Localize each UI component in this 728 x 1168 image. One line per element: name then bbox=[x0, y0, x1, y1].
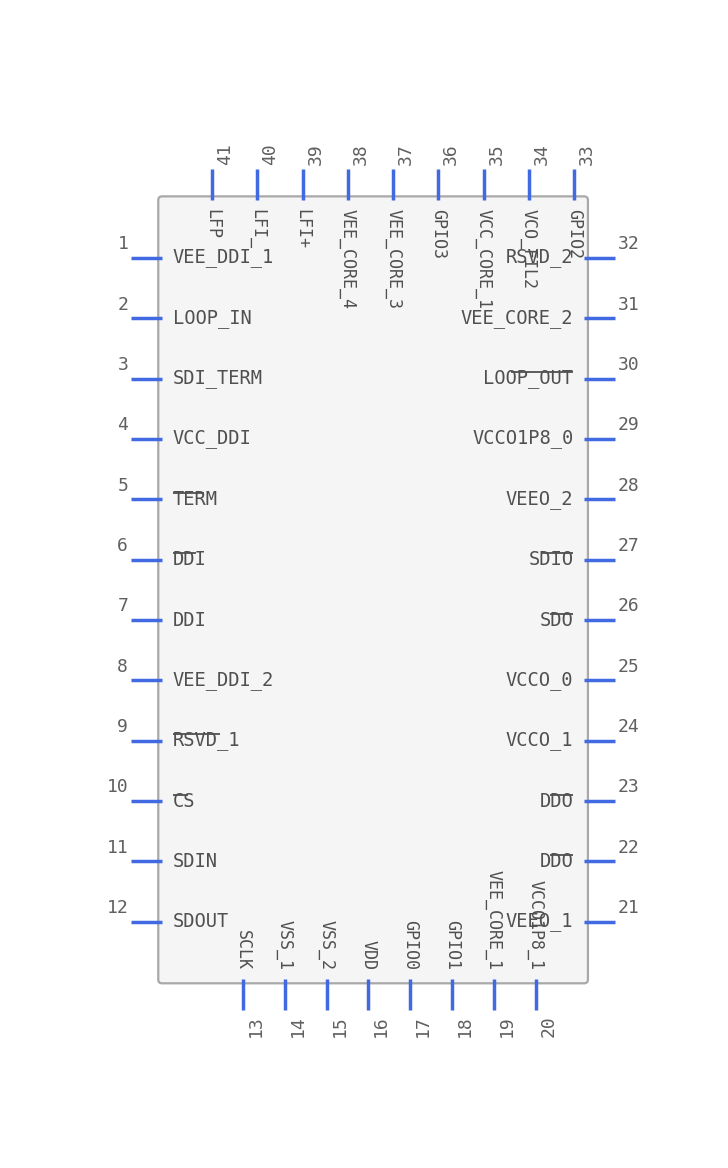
Text: 38: 38 bbox=[352, 142, 370, 165]
Text: GPIO2: GPIO2 bbox=[565, 209, 583, 259]
Text: 23: 23 bbox=[618, 778, 640, 797]
Text: DDI: DDI bbox=[173, 611, 207, 630]
Text: VCCO_0: VCCO_0 bbox=[506, 670, 574, 690]
Text: 29: 29 bbox=[618, 416, 640, 434]
Text: VCCO1P8_0: VCCO1P8_0 bbox=[472, 430, 574, 449]
Text: VEE_CORE_3: VEE_CORE_3 bbox=[384, 209, 402, 310]
Text: 17: 17 bbox=[414, 1015, 432, 1037]
Text: 1: 1 bbox=[117, 235, 128, 253]
Text: TERM: TERM bbox=[173, 489, 218, 509]
Text: 21: 21 bbox=[618, 899, 640, 917]
Text: 39: 39 bbox=[306, 142, 325, 165]
Text: 18: 18 bbox=[456, 1015, 474, 1037]
Text: 8: 8 bbox=[117, 658, 128, 676]
Text: 10: 10 bbox=[106, 778, 128, 797]
Text: 22: 22 bbox=[618, 839, 640, 857]
Text: VEE_CORE_1: VEE_CORE_1 bbox=[485, 870, 503, 971]
Text: 26: 26 bbox=[618, 597, 640, 616]
Text: 15: 15 bbox=[331, 1015, 349, 1037]
Text: SDIO: SDIO bbox=[529, 550, 574, 569]
Text: 16: 16 bbox=[372, 1015, 390, 1037]
Text: 37: 37 bbox=[397, 142, 415, 165]
Text: LFI_: LFI_ bbox=[248, 209, 266, 250]
Text: SDO: SDO bbox=[539, 611, 574, 630]
Text: 9: 9 bbox=[117, 718, 128, 736]
Text: LFP: LFP bbox=[203, 209, 221, 239]
Text: 4: 4 bbox=[117, 416, 128, 434]
Text: RSVD_1: RSVD_1 bbox=[173, 731, 240, 750]
Text: 12: 12 bbox=[106, 899, 128, 917]
Text: DDO: DDO bbox=[539, 851, 574, 871]
Text: 32: 32 bbox=[618, 235, 640, 253]
Text: RSVD_2: RSVD_2 bbox=[506, 249, 574, 267]
Text: LFI+: LFI+ bbox=[293, 209, 312, 250]
Text: DDO: DDO bbox=[539, 792, 574, 811]
Text: GPIO0: GPIO0 bbox=[401, 920, 419, 971]
Text: SDIN: SDIN bbox=[173, 851, 218, 871]
Text: 40: 40 bbox=[261, 142, 280, 165]
Text: 27: 27 bbox=[618, 537, 640, 555]
Text: VSS_1: VSS_1 bbox=[276, 920, 294, 971]
Text: DDI: DDI bbox=[173, 550, 207, 569]
Text: 19: 19 bbox=[498, 1015, 515, 1037]
Text: GPIO3: GPIO3 bbox=[430, 209, 448, 259]
Text: 30: 30 bbox=[618, 356, 640, 374]
Text: CS: CS bbox=[173, 792, 195, 811]
Text: VCCO_1: VCCO_1 bbox=[506, 731, 574, 750]
Text: 5: 5 bbox=[117, 477, 128, 495]
Text: VEEO_2: VEEO_2 bbox=[506, 489, 574, 509]
Text: LOOP_OUT: LOOP_OUT bbox=[483, 369, 574, 388]
FancyBboxPatch shape bbox=[158, 196, 588, 983]
Text: 35: 35 bbox=[488, 142, 505, 165]
Text: 28: 28 bbox=[618, 477, 640, 495]
Text: 7: 7 bbox=[117, 597, 128, 616]
Text: VEE_CORE_2: VEE_CORE_2 bbox=[461, 308, 574, 328]
Text: 34: 34 bbox=[533, 142, 550, 165]
Text: 14: 14 bbox=[288, 1015, 306, 1037]
Text: VCC_DDI: VCC_DDI bbox=[173, 430, 252, 449]
Text: 2: 2 bbox=[117, 296, 128, 314]
Text: 31: 31 bbox=[618, 296, 640, 314]
Text: VDD: VDD bbox=[360, 940, 377, 971]
Text: LOOP_IN: LOOP_IN bbox=[173, 308, 252, 328]
Text: SDOUT: SDOUT bbox=[173, 912, 229, 931]
Text: VCCO1P8_1: VCCO1P8_1 bbox=[526, 881, 545, 971]
Text: 33: 33 bbox=[578, 142, 596, 165]
Text: 36: 36 bbox=[442, 142, 460, 165]
Text: SCLK: SCLK bbox=[234, 930, 252, 971]
Text: VEE_DDI_2: VEE_DDI_2 bbox=[173, 670, 274, 690]
Text: GPIO1: GPIO1 bbox=[443, 920, 461, 971]
Text: VEE_CORE_4: VEE_CORE_4 bbox=[339, 209, 357, 310]
Text: VCC_CORE_1: VCC_CORE_1 bbox=[475, 209, 493, 310]
Text: 20: 20 bbox=[539, 1015, 558, 1037]
Text: 3: 3 bbox=[117, 356, 128, 374]
Text: 11: 11 bbox=[106, 839, 128, 857]
Text: VSS_2: VSS_2 bbox=[317, 920, 336, 971]
Text: 13: 13 bbox=[247, 1015, 265, 1037]
Text: 41: 41 bbox=[216, 142, 234, 165]
Text: 6: 6 bbox=[117, 537, 128, 555]
Text: 25: 25 bbox=[618, 658, 640, 676]
Text: VCO_FIL2: VCO_FIL2 bbox=[520, 209, 538, 290]
Text: VEE_DDI_1: VEE_DDI_1 bbox=[173, 249, 274, 267]
Text: 24: 24 bbox=[618, 718, 640, 736]
Text: SDI_TERM: SDI_TERM bbox=[173, 369, 263, 388]
Text: VEEO_1: VEEO_1 bbox=[506, 912, 574, 931]
